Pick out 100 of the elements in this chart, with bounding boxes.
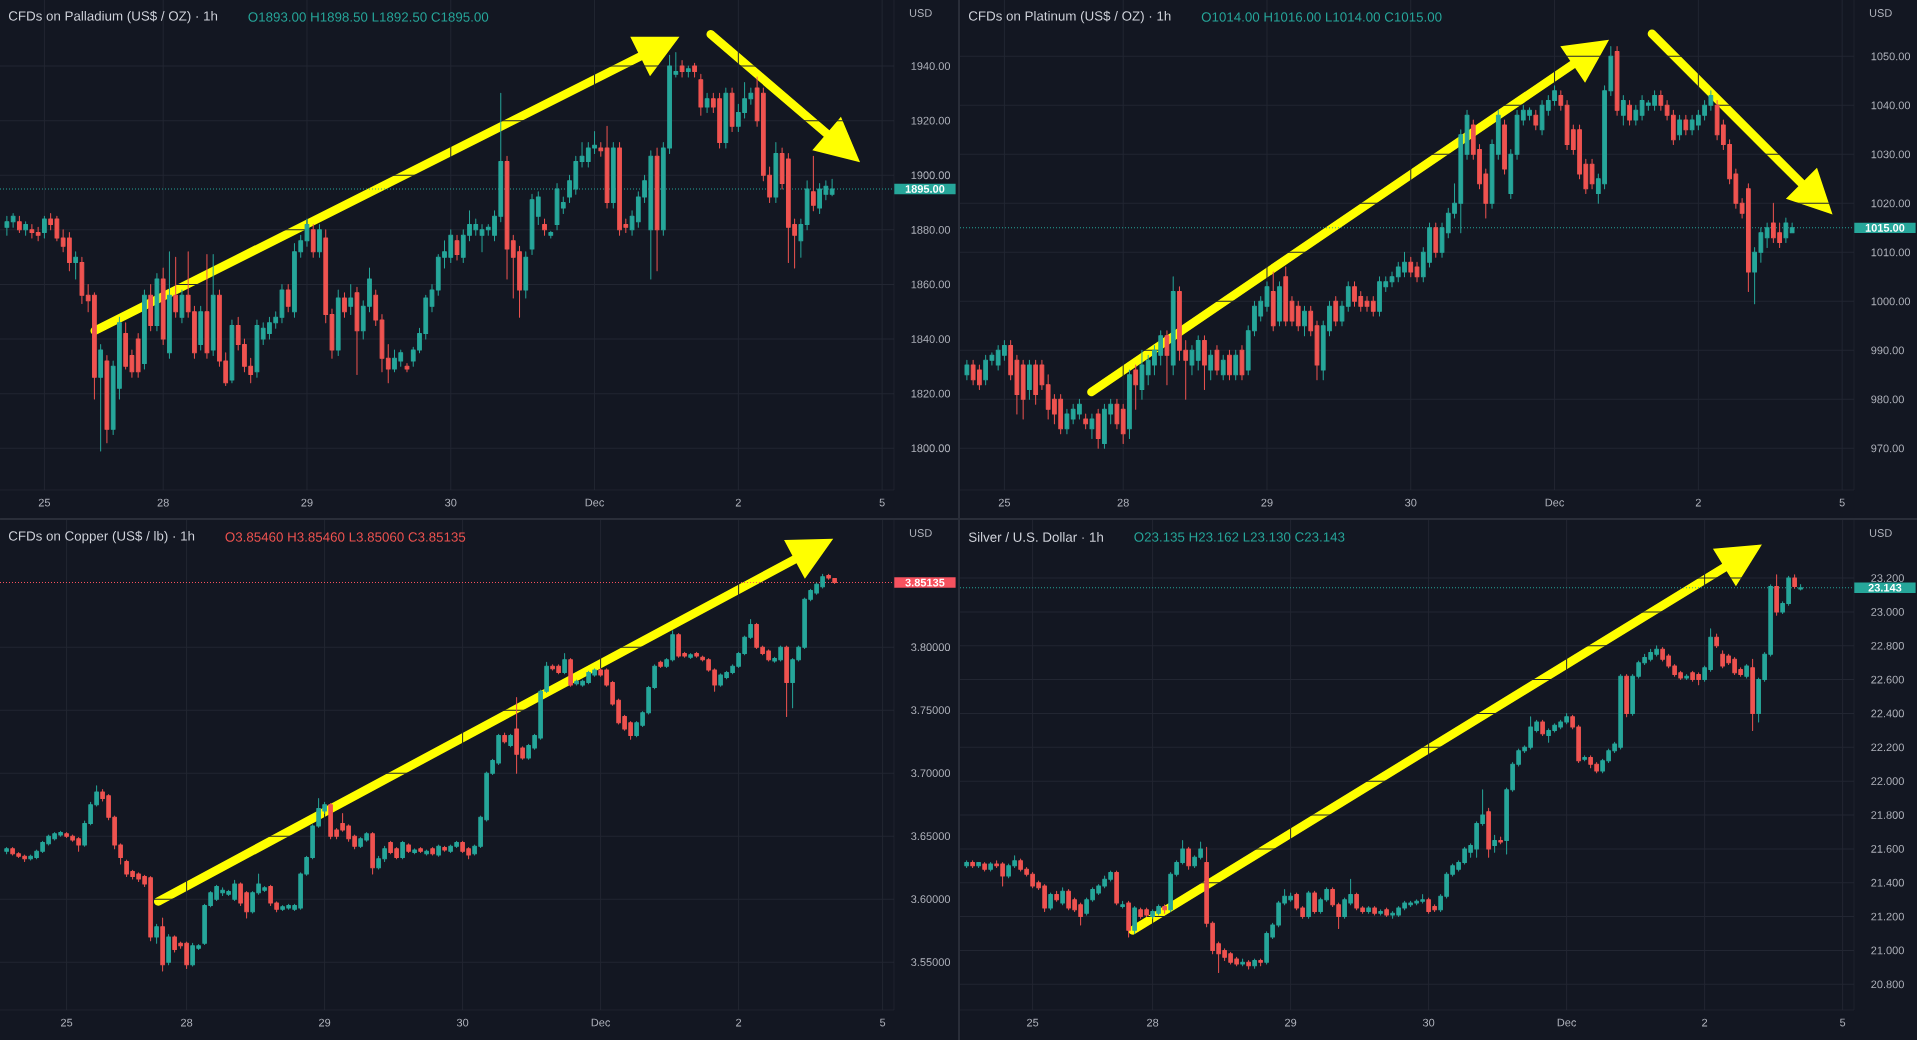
y-tick-label: 1920.00 <box>911 116 951 125</box>
y-tick-label: 22.000 <box>1871 777 1904 786</box>
y-tick-label: 3.80000 <box>911 643 951 652</box>
candlestick <box>1384 907 1389 918</box>
candlestick <box>430 847 435 856</box>
candlestick <box>1202 335 1207 391</box>
candlestick <box>1508 148 1514 199</box>
x-tick-label: 28 <box>181 1018 193 1027</box>
candlestick <box>1633 104 1639 126</box>
candlestick <box>1433 222 1439 258</box>
text: CFDs on Copper (US$ / lb) · 1h <box>8 530 195 544</box>
candlestick <box>317 223 322 258</box>
x-tick-label: 29 <box>301 498 313 507</box>
x-tick-label: 28 <box>157 498 169 507</box>
candlestick <box>1120 403 1126 444</box>
candlestick <box>166 933 171 966</box>
candlestick <box>694 651 699 658</box>
candlestick <box>406 843 411 854</box>
candlestick <box>1095 408 1101 449</box>
candlestick <box>335 289 341 356</box>
candlestick <box>1132 905 1137 935</box>
candlestick <box>1186 846 1191 870</box>
candlestick <box>1670 109 1676 146</box>
x-tick-label: Dec <box>1557 1018 1577 1027</box>
candlestick <box>98 344 104 452</box>
candlestick <box>1614 46 1620 116</box>
y-tick-label: 1000.00 <box>1871 297 1911 306</box>
candlestick <box>210 253 216 356</box>
candlestick <box>198 305 204 351</box>
candlestick <box>1258 958 1263 967</box>
candlestick <box>385 344 391 384</box>
y-tick-label: 3.60000 <box>911 895 951 904</box>
candlestick <box>679 60 685 78</box>
candlestick <box>1054 890 1059 902</box>
candlestick <box>685 65 691 78</box>
candlestick <box>1126 900 1131 938</box>
candlestick <box>1139 349 1145 400</box>
candlestick <box>1306 890 1311 919</box>
candlestick <box>1120 900 1125 909</box>
candlestick <box>4 847 9 855</box>
candlestick <box>508 733 513 748</box>
candlestick <box>370 831 375 875</box>
candlestick <box>729 87 735 133</box>
candlestick <box>704 92 710 113</box>
candlestick <box>310 223 316 258</box>
candlestick <box>148 283 154 332</box>
text: Silver / U.S. Dollar · 1h <box>968 532 1103 542</box>
x-tick-label: 30 <box>1422 1018 1435 1027</box>
y-tick-label: 23.000 <box>1871 608 1904 616</box>
candlestick <box>1277 281 1282 327</box>
candlestick <box>204 253 210 359</box>
x-tick-label: 29 <box>319 1018 331 1027</box>
candlestick <box>1312 890 1317 914</box>
y-tick-label: 1010.00 <box>1871 248 1911 257</box>
x-tick-label: 25 <box>61 1018 73 1027</box>
candlestick <box>1792 574 1797 589</box>
text: CFDs on Platinum (US$ / OZ) · 1h <box>968 10 1171 24</box>
candlestick <box>1064 408 1070 435</box>
candlestick <box>1252 958 1257 969</box>
y-axis-title: USD <box>909 529 932 537</box>
candlestick <box>17 215 22 234</box>
candlestick <box>135 333 141 378</box>
candlestick <box>1302 305 1307 337</box>
candlestick <box>42 215 47 239</box>
y-tick-label: 1860.00 <box>911 280 951 289</box>
y-tick-label: 21.600 <box>1871 844 1904 853</box>
text: O3.85460 H3.85460 L3.85060 C3.85135 <box>225 532 466 542</box>
y-tick-label: 1900.00 <box>911 171 951 180</box>
x-tick-label: 25 <box>1027 1018 1039 1027</box>
y-tick-label: 970.00 <box>1871 444 1904 453</box>
candlestick <box>348 283 354 315</box>
x-tick-label: Dec <box>585 498 605 507</box>
candlestick <box>1486 807 1491 858</box>
x-tick-label: 25 <box>38 498 51 507</box>
candlestick <box>1214 344 1220 376</box>
x-tick-label: 2 <box>736 1018 742 1027</box>
candlestick <box>1558 90 1564 111</box>
candlestick <box>1620 95 1626 126</box>
candlestick <box>1246 960 1251 970</box>
y-tick-label: 1030.00 <box>1871 150 1911 159</box>
ref-line-label: 1895.00 <box>905 185 945 193</box>
x-tick-label: 5 <box>1839 498 1845 507</box>
x-tick-label: 2 <box>1702 1018 1708 1027</box>
candlestick <box>1677 114 1682 141</box>
ref-line-label: 23.143 <box>1868 583 1902 592</box>
candlestick <box>1208 349 1214 381</box>
y-tick-label: 3.70000 <box>911 769 951 778</box>
x-tick-label: 29 <box>1285 1018 1297 1027</box>
candlestick <box>1502 119 1507 175</box>
candlestick <box>73 251 79 280</box>
candlestick <box>160 917 165 972</box>
candlestick <box>658 660 663 668</box>
y-tick-label: 1820.00 <box>911 389 951 398</box>
y-tick-label: 1840.00 <box>911 335 951 343</box>
candlestick <box>1083 413 1089 430</box>
candlestick <box>454 234 460 261</box>
x-tick-label: Dec <box>1545 498 1565 507</box>
candlestick <box>142 289 147 370</box>
candlestick <box>1239 344 1245 381</box>
candlestick <box>29 223 35 239</box>
